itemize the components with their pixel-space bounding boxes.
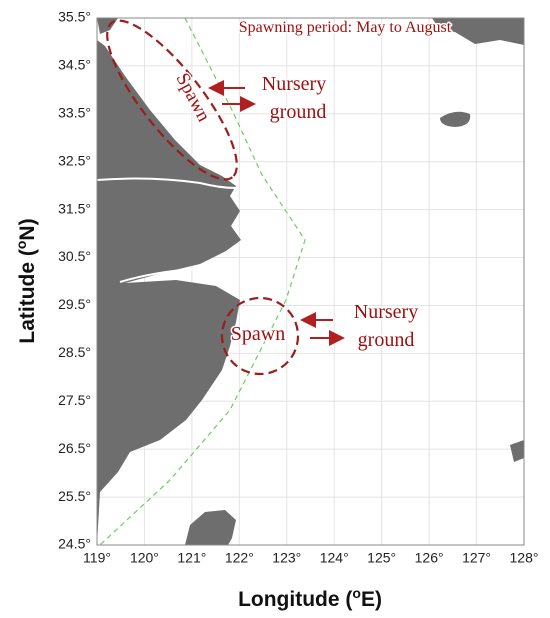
x-tick-label: 119°	[83, 550, 111, 566]
x-tick-label: 120°	[130, 550, 159, 566]
x-axis-title: Longitude (oE)	[238, 585, 382, 611]
rivers	[96, 177, 237, 283]
spawn-label: Spawn	[231, 323, 285, 345]
x-tick-label: 128°	[510, 550, 539, 566]
y-tick-label: 34.5°	[58, 57, 91, 73]
taiwan	[185, 510, 236, 545]
y-tick-label: 35.5°	[58, 9, 91, 25]
y-tick-label: 28.5°	[58, 344, 91, 360]
jeju	[440, 111, 471, 127]
map-title: Spawning period: May to August	[239, 19, 452, 36]
nursery-label: ground	[270, 101, 327, 123]
nursery-label: ground	[358, 329, 415, 351]
y-tick-label: 24.5°	[58, 536, 91, 552]
island	[510, 440, 524, 462]
y-tick-label: 26.5°	[58, 440, 91, 456]
spawn-area	[220, 296, 300, 376]
x-tick-label: 122°	[225, 550, 254, 566]
x-tick-label: 124°	[320, 550, 349, 566]
y-tick-label: 32.5°	[58, 152, 91, 168]
mainland	[97, 40, 241, 545]
x-tick-label: 127°	[462, 550, 491, 566]
y-tick-label: 30.5°	[58, 248, 91, 264]
y-tick-label: 27.5°	[58, 392, 91, 408]
y-tick-label: 29.5°	[58, 296, 91, 312]
land	[97, 18, 524, 545]
x-tick-label: 125°	[367, 550, 396, 566]
korea	[432, 18, 524, 45]
arrows	[208, 80, 345, 346]
nursery-label: Nursery	[262, 73, 326, 95]
x-tick-label: 123°	[272, 550, 301, 566]
x-tick-label: 126°	[415, 550, 444, 566]
nursery-label: Nursery	[354, 301, 418, 323]
x-tick-label: 121°	[177, 550, 206, 566]
shelf-boundary	[99, 17, 306, 546]
y-tick-label: 25.5°	[58, 488, 91, 504]
plot-frame	[96, 17, 525, 546]
spawn-area	[106, 19, 238, 181]
y-tick-label: 31.5°	[58, 200, 91, 216]
y-tick-label: 33.5°	[58, 105, 91, 121]
y-axis-title: Latitude (oN)	[13, 218, 39, 343]
